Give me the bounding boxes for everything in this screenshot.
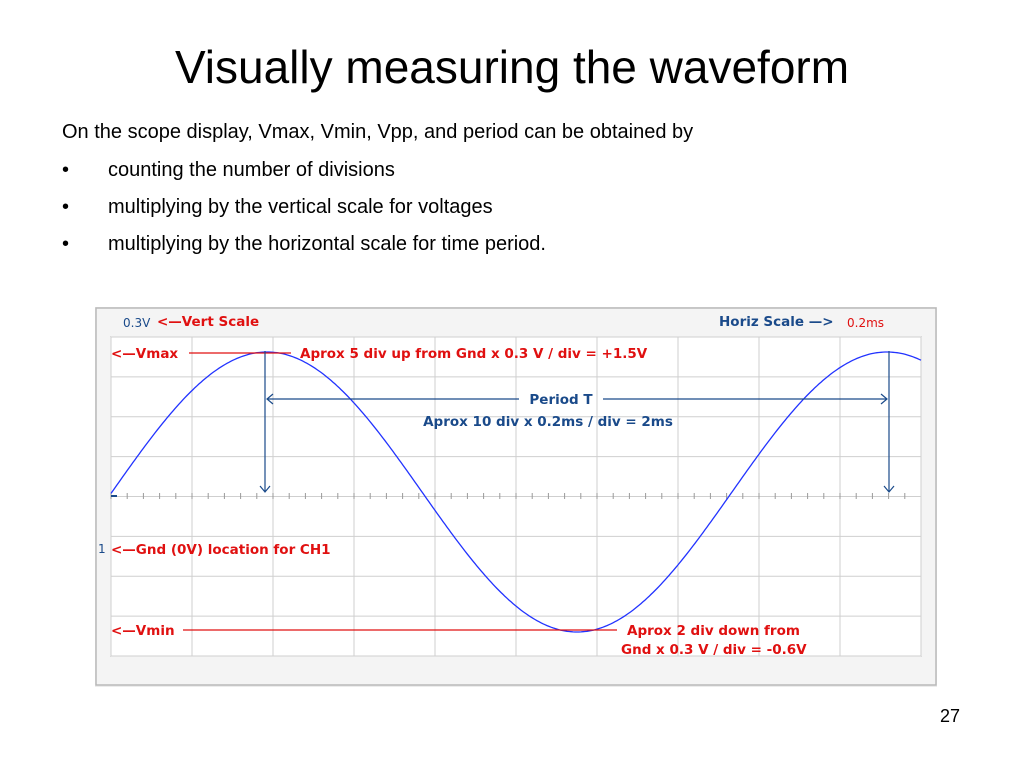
channel-1-marker: 1 [98,542,106,556]
bullet-icon: • [62,159,70,181]
vert-scale-value: 0.3V [123,316,151,330]
bullet-text: multiplying by the vertical scale for vo… [108,196,493,218]
bullet-icon: • [62,233,70,255]
period-arrow-right-head [880,393,888,405]
intro-text: On the scope display, Vmax, Vmin, Vpp, a… [62,121,694,143]
period-label: Period T [529,392,593,408]
period-start-arrowhead [259,485,271,493]
gnd-label: <—Gnd (0V) location for CH1 [111,542,331,558]
bullet-text: counting the number of divisions [108,159,395,181]
center-axis-ticks [110,493,906,499]
bullet-text: multiplying by the horizontal scale for … [108,233,546,255]
bullet-icon: • [62,196,70,218]
bullet-item: • counting the number of divisions [62,158,546,182]
sine-waveform-trace [110,351,922,633]
slide-title: Visually measuring the waveform [174,41,850,93]
vmin-note-line2: Gnd x 0.3 V / div = -0.6V [621,642,807,658]
vmax-note: Aprox 5 div up from Gnd x 0.3 V / div = … [300,346,648,362]
horiz-scale-label: Horiz Scale —> [719,314,834,330]
oscilloscope-diagram: 0.3V <—Vert Scale Horiz Scale —> 0.2ms <… [95,307,937,687]
period-note: Aprox 10 div x 0.2ms / div = 2ms [423,414,673,430]
vmin-label: <—Vmin [111,623,175,639]
vert-scale-label: <—Vert Scale [157,314,259,330]
bullet-item: • multiplying by the vertical scale for v… [62,195,546,219]
scope-grid [110,336,922,657]
bullet-list: • counting the number of divisions • multi… [62,158,546,269]
period-end-arrowhead [883,485,895,493]
bullet-item: • multiplying by the horizontal scale for… [62,232,546,256]
horiz-scale-value: 0.2ms [847,316,884,330]
oscilloscope-display: 0.3V <—Vert Scale Horiz Scale —> 0.2ms <… [95,307,937,687]
vmax-label: <—Vmax [111,346,178,362]
period-arrow-left-head [266,393,274,405]
vmin-note-line1: Aprox 2 div down from [627,623,800,639]
slide-number: 27 [939,706,960,726]
